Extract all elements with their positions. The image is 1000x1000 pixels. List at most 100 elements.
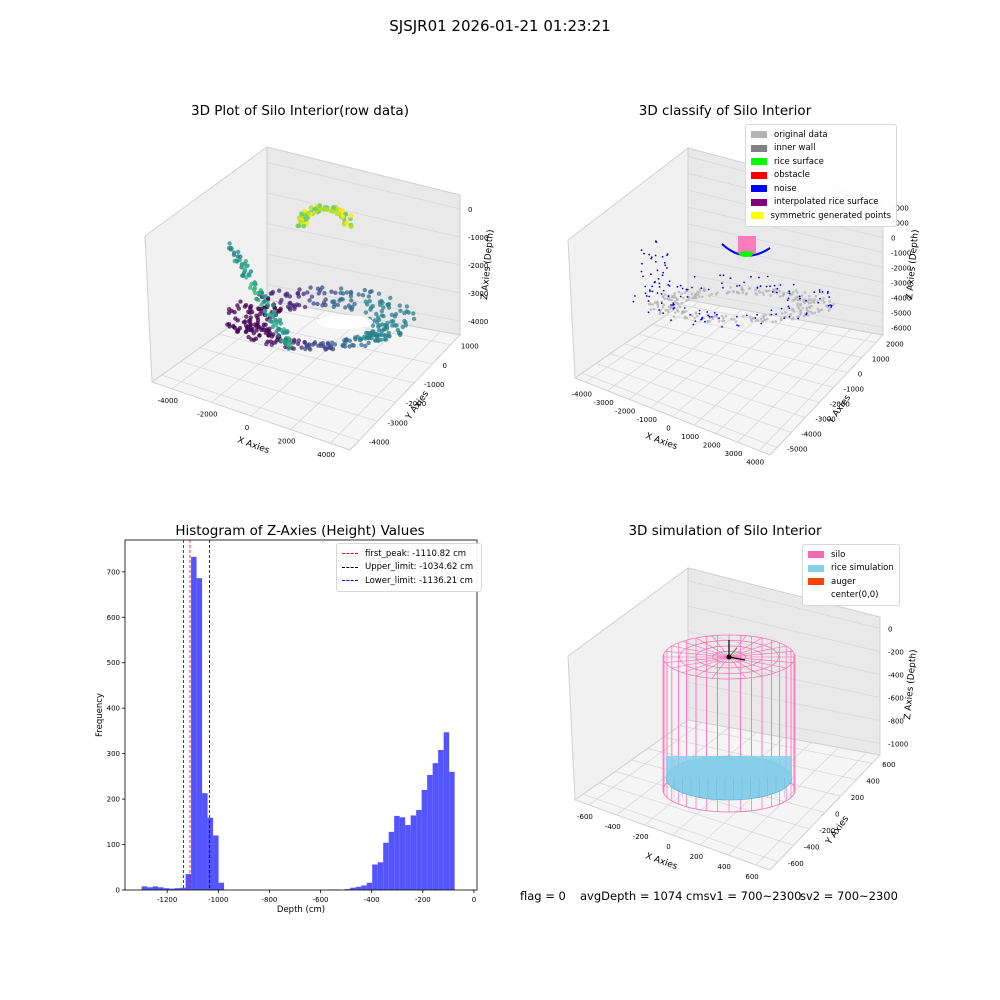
data-point — [368, 305, 374, 310]
noise-point — [830, 304, 833, 307]
original-data-point — [742, 315, 745, 318]
x-tick-label: -1200 — [157, 896, 177, 904]
original-data-point — [772, 288, 775, 292]
legend-label: auger — [831, 576, 856, 587]
noise-point — [786, 299, 789, 302]
original-data-point — [828, 307, 832, 310]
original-data-point — [732, 290, 735, 294]
noise-point — [745, 314, 748, 317]
data-point — [303, 217, 309, 222]
grid-line — [161, 374, 360, 441]
panel1-title: 3D Plot of Silo Interior(row data) — [191, 103, 409, 119]
noise-point — [750, 275, 752, 278]
data-point — [242, 319, 248, 324]
x-tick-label: -2000 — [197, 410, 217, 418]
x-tick-label: -4000 — [572, 390, 592, 398]
x-tick-label: -400 — [605, 823, 621, 831]
data-point — [227, 241, 232, 246]
x-tick-label: 400 — [718, 863, 731, 871]
data-point — [384, 323, 389, 328]
data-point — [381, 327, 387, 332]
data-point — [288, 342, 293, 347]
noise-point — [661, 274, 664, 277]
z-tick-label: 0 — [888, 626, 892, 634]
legend-swatch — [808, 591, 824, 599]
data-point — [264, 312, 269, 317]
y-tick-label: 1000 — [461, 343, 479, 351]
original-data-point — [789, 313, 792, 316]
original-data-point — [673, 300, 677, 303]
original-data-point — [759, 317, 763, 321]
noise-point — [805, 299, 807, 302]
x-tick-label: -600 — [577, 813, 593, 821]
noise-point — [743, 281, 745, 284]
data-point — [339, 286, 344, 291]
data-point — [379, 313, 385, 318]
data-point — [298, 219, 303, 225]
noise-point — [693, 275, 696, 278]
noise-point — [670, 319, 672, 322]
noise-point — [729, 277, 732, 280]
original-data-point — [734, 320, 738, 323]
z-tick-label: 0 — [468, 206, 472, 214]
x-tick-label: 2000 — [703, 442, 721, 450]
data-point — [301, 223, 307, 229]
figure-title: SJSJR01 2026-01-21 01:23:21 — [389, 17, 611, 35]
original-data-point — [764, 289, 768, 293]
grid-line — [650, 313, 765, 409]
original-data-point — [821, 299, 824, 302]
original-data-point — [809, 310, 812, 314]
noise-point — [667, 284, 670, 286]
grid-line — [687, 580, 881, 629]
histogram-bar — [438, 750, 444, 890]
noise-point — [698, 312, 701, 315]
data-point — [311, 301, 316, 306]
noise-point — [689, 313, 692, 316]
original-data-point — [720, 314, 724, 318]
data-point — [382, 337, 387, 342]
histogram-bar — [191, 556, 197, 890]
original-data-point — [754, 288, 757, 292]
noise-point — [694, 320, 697, 323]
legend-swatch — [751, 212, 764, 220]
noise-point — [721, 282, 723, 285]
original-data-point — [662, 303, 666, 307]
data-point — [379, 308, 385, 314]
original-data-point — [701, 295, 704, 299]
histogram-bar — [361, 885, 367, 890]
data-point — [356, 292, 361, 297]
data-point — [276, 333, 281, 338]
original-data-point — [754, 292, 757, 295]
histogram-bar — [147, 887, 153, 890]
histogram-bar — [427, 775, 433, 890]
data-point — [252, 281, 257, 287]
noise-point — [679, 284, 682, 287]
data-point — [306, 211, 311, 216]
noise-point — [655, 241, 658, 244]
legend-entry: symmetric generated points — [751, 209, 891, 223]
histogram-bar — [163, 888, 170, 890]
data-point — [267, 330, 273, 336]
original-data-point — [678, 305, 682, 309]
z-tick-label: -200 — [888, 649, 904, 657]
y-tick-label: 500 — [107, 659, 120, 667]
original-data-point — [677, 302, 680, 306]
data-point — [247, 310, 253, 315]
legend-label: silo — [831, 549, 846, 560]
data-point — [318, 343, 324, 348]
noise-point — [683, 307, 686, 309]
data-point — [249, 281, 254, 287]
noise-point — [818, 291, 821, 293]
data-point — [370, 329, 375, 334]
original-data-point — [676, 297, 679, 301]
noise-point — [797, 317, 800, 320]
original-data-point — [685, 299, 688, 302]
histogram-bar — [432, 763, 439, 890]
original-data-point — [680, 292, 683, 295]
noise-point — [660, 293, 663, 295]
noise-point — [713, 312, 716, 314]
legend-label: symmetric generated points — [770, 210, 891, 221]
original-data-point — [656, 305, 660, 308]
data-point — [235, 249, 241, 255]
